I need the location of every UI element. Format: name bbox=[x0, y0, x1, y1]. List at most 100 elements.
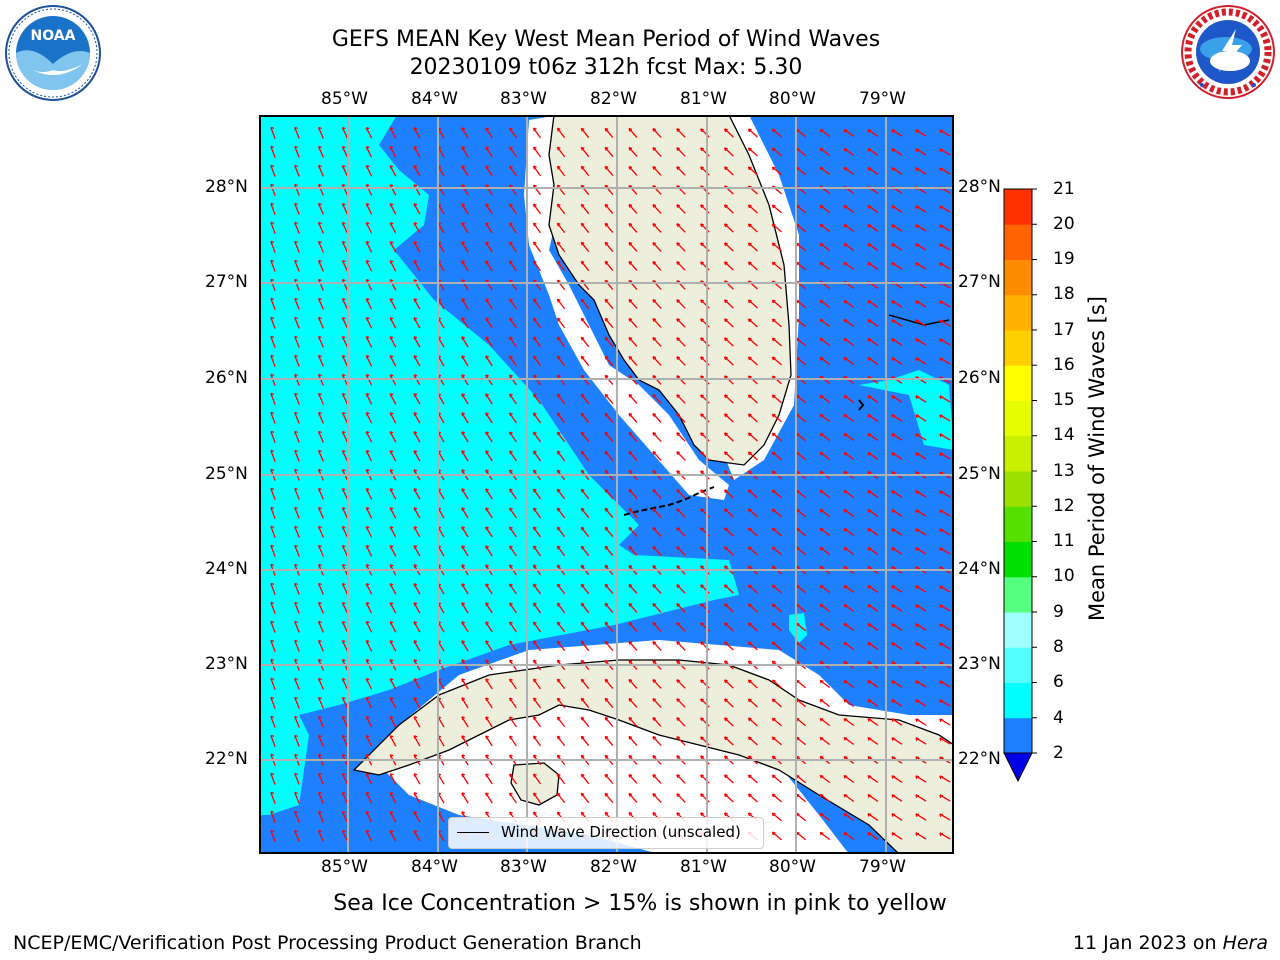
wave-direction-arrow bbox=[365, 526, 373, 538]
wave-direction-arrow bbox=[461, 450, 469, 462]
wave-direction-arrow bbox=[580, 716, 590, 728]
wave-direction-arrow bbox=[939, 718, 951, 726]
wave-direction-arrow bbox=[628, 317, 638, 328]
lon-label: 83°W bbox=[500, 857, 547, 877]
wave-direction-arrow bbox=[294, 525, 300, 538]
wave-direction-arrow bbox=[939, 224, 951, 232]
wave-direction-arrow bbox=[270, 449, 276, 462]
wave-direction-arrow bbox=[580, 336, 590, 348]
wave-direction-arrow bbox=[676, 147, 686, 157]
wave-direction-arrow bbox=[723, 527, 734, 537]
wave-direction-arrow bbox=[532, 222, 542, 234]
wave-direction-arrow bbox=[891, 718, 903, 726]
wave-direction-arrow bbox=[365, 640, 373, 652]
wave-direction-arrow bbox=[485, 393, 493, 405]
wave-direction-arrow bbox=[508, 602, 517, 614]
wave-direction-arrow bbox=[365, 127, 373, 139]
wave-direction-arrow bbox=[389, 697, 397, 709]
wave-direction-arrow bbox=[604, 773, 614, 785]
wave-direction-arrow bbox=[365, 355, 373, 367]
wave-direction-arrow bbox=[365, 336, 373, 348]
lat-label: 22°N bbox=[205, 749, 248, 769]
wave-direction-arrow bbox=[389, 602, 397, 614]
wave-direction-arrow bbox=[843, 812, 855, 822]
wave-direction-arrow bbox=[556, 735, 566, 747]
wave-direction-arrow bbox=[723, 584, 734, 594]
wave-direction-arrow bbox=[628, 640, 638, 651]
wave-direction-arrow bbox=[389, 488, 397, 500]
wave-direction-arrow bbox=[365, 203, 373, 215]
wave-direction-arrow bbox=[747, 166, 758, 176]
wave-direction-arrow bbox=[915, 813, 927, 821]
colorbar-tick: 19 bbox=[1053, 249, 1075, 269]
wave-direction-arrow bbox=[270, 715, 276, 728]
wave-direction-arrow bbox=[365, 583, 373, 595]
wave-direction-arrow bbox=[843, 204, 855, 214]
wave-direction-arrow bbox=[461, 678, 469, 690]
wave-direction-arrow bbox=[556, 412, 566, 424]
wave-direction-arrow bbox=[294, 506, 300, 519]
wave-direction-arrow bbox=[747, 584, 758, 594]
wave-direction-arrow bbox=[939, 338, 951, 346]
wave-direction-arrow bbox=[461, 431, 469, 443]
wave-direction-arrow bbox=[341, 354, 349, 367]
wave-direction-arrow bbox=[652, 678, 662, 689]
wave-direction-arrow bbox=[317, 430, 324, 443]
wave-direction-arrow bbox=[939, 490, 951, 498]
wave-direction-arrow bbox=[843, 413, 855, 423]
wave-direction-arrow bbox=[843, 717, 855, 727]
wave-direction-arrow bbox=[819, 204, 831, 214]
wave-direction-arrow bbox=[604, 697, 614, 709]
lon-label: 81°W bbox=[680, 857, 727, 877]
wave-direction-arrow bbox=[341, 316, 349, 329]
wave-direction-arrow bbox=[628, 431, 638, 442]
wave-direction-arrow bbox=[461, 127, 469, 139]
wave-direction-arrow bbox=[891, 357, 903, 365]
wave-direction-arrow bbox=[747, 451, 758, 461]
lon-label: 83°W bbox=[500, 89, 547, 109]
wave-direction-arrow bbox=[891, 490, 903, 498]
wave-direction-arrow bbox=[317, 525, 324, 538]
wave-direction-arrow bbox=[604, 621, 614, 633]
wave-direction-arrow bbox=[676, 432, 686, 442]
colorbar-segment bbox=[1004, 682, 1032, 719]
wave-direction-arrow bbox=[771, 774, 783, 784]
wave-direction-arrow bbox=[891, 148, 903, 156]
wave-direction-arrow bbox=[532, 716, 542, 728]
footer-host: Hera bbox=[1222, 932, 1268, 954]
wave-direction-arrow bbox=[341, 335, 349, 348]
wave-direction-arrow bbox=[723, 166, 734, 176]
wave-direction-arrow bbox=[365, 678, 373, 690]
wave-direction-arrow bbox=[891, 528, 903, 536]
wave-direction-arrow bbox=[628, 203, 638, 214]
wave-direction-arrow bbox=[891, 775, 903, 783]
wave-direction-arrow bbox=[341, 487, 349, 500]
wave-direction-arrow bbox=[771, 508, 783, 518]
map-subtitle: 20230109 t06z 312h fcst Max: 5.30 bbox=[409, 55, 803, 80]
wave-direction-arrow bbox=[771, 223, 783, 233]
wave-direction-arrow bbox=[485, 298, 493, 310]
wave-direction-arrow bbox=[652, 241, 662, 252]
wave-direction-arrow bbox=[819, 413, 831, 423]
colorbar-segment bbox=[1004, 294, 1032, 331]
wave-direction-arrow bbox=[891, 794, 903, 802]
wave-direction-arrow bbox=[365, 792, 373, 804]
wave-direction-arrow bbox=[628, 127, 638, 138]
wave-direction-arrow bbox=[819, 698, 831, 708]
wave-direction-arrow bbox=[341, 829, 349, 842]
colorbar bbox=[1003, 188, 1037, 783]
wave-direction-arrow bbox=[604, 583, 614, 595]
wave-direction-arrow bbox=[485, 127, 493, 139]
wave-direction-arrow bbox=[580, 241, 590, 253]
wave-direction-arrow bbox=[508, 716, 517, 728]
wave-direction-arrow bbox=[461, 545, 469, 557]
wave-direction-arrow bbox=[867, 812, 879, 821]
wave-direction-arrow bbox=[317, 392, 324, 405]
wave-direction-arrow bbox=[891, 338, 903, 346]
wave-direction-arrow bbox=[317, 829, 324, 842]
wave-direction-arrow bbox=[723, 603, 734, 613]
wave-direction-arrow bbox=[939, 433, 951, 441]
wave-direction-arrow bbox=[341, 791, 349, 804]
wave-direction-arrow bbox=[676, 603, 686, 613]
wave-direction-arrow bbox=[723, 489, 734, 499]
